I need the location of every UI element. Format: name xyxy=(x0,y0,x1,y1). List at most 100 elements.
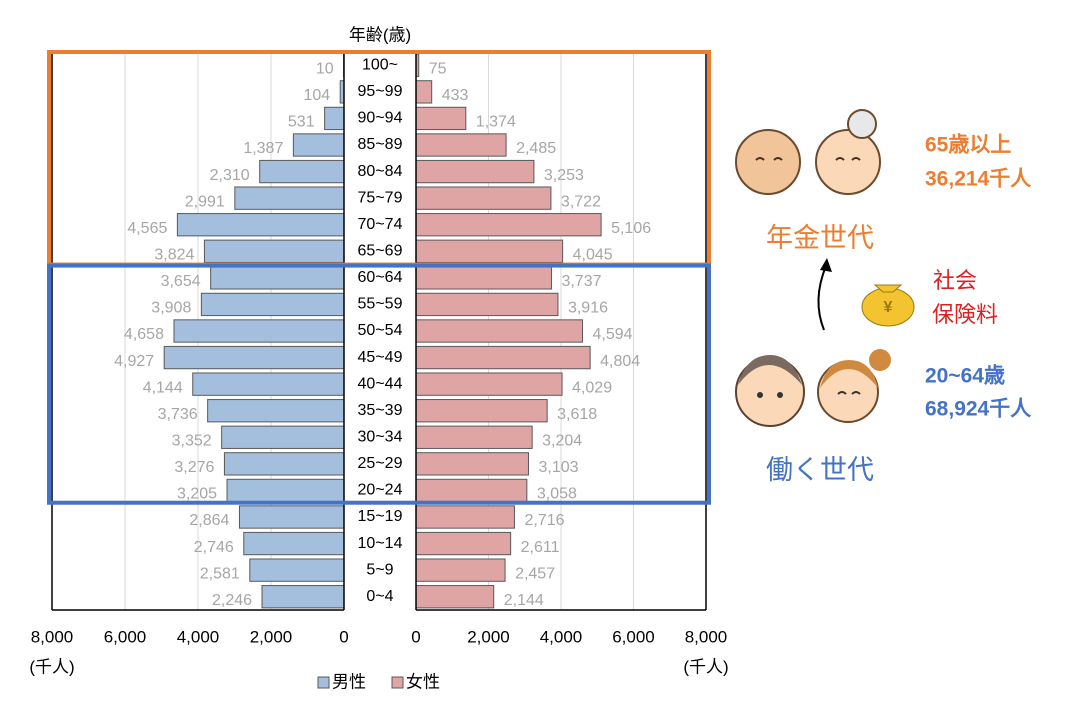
value-label: 75 xyxy=(429,61,447,78)
bar xyxy=(415,319,584,343)
value-label: 3,736 xyxy=(158,406,198,423)
value-label: 104 xyxy=(304,87,331,104)
x-tick-label: 4,000 xyxy=(540,627,583,646)
arrow xyxy=(817,265,827,331)
value-label: 2,716 xyxy=(524,512,564,529)
x-tick-label: 2,000 xyxy=(467,627,510,646)
bar xyxy=(415,505,515,529)
x-tick-label: 8,000 xyxy=(31,627,74,646)
value-label: 5,106 xyxy=(611,220,651,237)
value-label: 1,387 xyxy=(243,140,283,157)
bar xyxy=(200,292,345,317)
age-label: 0~4 xyxy=(366,588,393,605)
value-label: 2,485 xyxy=(516,140,556,157)
value-label: 4,658 xyxy=(124,326,164,343)
bar xyxy=(223,452,345,476)
value-label: 2,246 xyxy=(212,592,252,609)
elderly-icon xyxy=(735,109,881,195)
bar xyxy=(415,106,467,131)
annotation: 68,924千人 xyxy=(925,398,1031,421)
age-label: 40~44 xyxy=(358,375,403,392)
arrow-head xyxy=(820,258,832,272)
legend-swatch xyxy=(391,676,404,689)
bar xyxy=(415,239,564,263)
value-label: 531 xyxy=(288,114,315,131)
bar xyxy=(415,372,563,396)
x-tick-label: 0 xyxy=(411,627,420,646)
bar xyxy=(415,531,512,556)
bar xyxy=(221,425,345,449)
value-label: 2,864 xyxy=(189,512,229,529)
x-tick-label: 6,000 xyxy=(612,627,655,646)
value-label: 433 xyxy=(442,87,469,104)
age-label: 25~29 xyxy=(358,455,403,472)
y-axis-label: 年齢(歳) xyxy=(349,25,411,44)
value-label: 4,804 xyxy=(600,353,640,370)
bar xyxy=(415,452,529,476)
annotation: 社会 xyxy=(933,268,977,293)
age-label: 30~34 xyxy=(358,429,403,446)
bar xyxy=(210,266,345,290)
value-label: 2,581 xyxy=(200,565,240,582)
bar xyxy=(226,478,345,503)
age-label: 15~19 xyxy=(358,508,403,525)
bar xyxy=(203,239,345,263)
value-label: 3,737 xyxy=(561,273,601,290)
annotation: 保険料 xyxy=(932,302,998,327)
annotation: 20~64歳 xyxy=(925,365,1005,388)
legend-label: 女性 xyxy=(406,672,440,691)
value-label: 3,352 xyxy=(172,433,212,450)
value-label: 2,144 xyxy=(504,592,544,609)
value-label: 1,374 xyxy=(476,114,516,131)
bar xyxy=(207,399,345,423)
age-label: 100~ xyxy=(362,57,398,74)
bar xyxy=(415,186,552,210)
value-label: 3,618 xyxy=(557,406,597,423)
bar xyxy=(415,266,552,290)
bar xyxy=(415,345,591,370)
value-label: 3,103 xyxy=(538,459,578,476)
value-label: 4,144 xyxy=(143,379,183,396)
value-label: 3,654 xyxy=(161,273,201,290)
age-label: 45~49 xyxy=(358,349,403,366)
bar xyxy=(176,213,345,237)
bar xyxy=(192,372,345,396)
age-label: 75~79 xyxy=(358,189,403,206)
value-label: 3,908 xyxy=(151,300,191,317)
value-label: 2,991 xyxy=(185,193,225,210)
age-label: 35~39 xyxy=(358,402,403,419)
bar xyxy=(415,292,559,317)
bar xyxy=(261,585,345,609)
bar xyxy=(249,558,345,582)
annotation: 36,214千人 xyxy=(925,168,1031,191)
value-label: 4,594 xyxy=(593,326,633,343)
x-tick-label: 8,000 xyxy=(685,627,728,646)
age-label: 70~74 xyxy=(358,216,403,233)
worker-icon xyxy=(735,349,891,427)
worker-box xyxy=(47,263,711,505)
age-label: 85~89 xyxy=(358,136,403,153)
bar xyxy=(415,80,433,104)
age-label: 80~84 xyxy=(358,163,403,180)
annotation: 働く世代 xyxy=(766,455,874,485)
value-label: 3,722 xyxy=(561,193,601,210)
bar xyxy=(234,186,345,210)
value-label: 3,276 xyxy=(174,459,214,476)
value-label: 4,565 xyxy=(127,220,167,237)
age-label: 50~54 xyxy=(358,322,403,339)
bar xyxy=(324,106,345,131)
value-label: 3,204 xyxy=(542,433,582,450)
bar xyxy=(173,319,345,343)
value-label: 3,916 xyxy=(568,300,608,317)
value-label: 10 xyxy=(316,61,334,78)
money-bag-icon: ¥ xyxy=(861,284,915,327)
annotation: 年金世代 xyxy=(766,223,874,253)
age-label: 60~64 xyxy=(358,269,403,286)
bar xyxy=(415,159,535,184)
bar xyxy=(163,345,345,370)
bar xyxy=(415,399,548,423)
bar xyxy=(292,133,345,157)
value-label: 3,058 xyxy=(537,486,577,503)
value-label: 2,310 xyxy=(210,167,250,184)
